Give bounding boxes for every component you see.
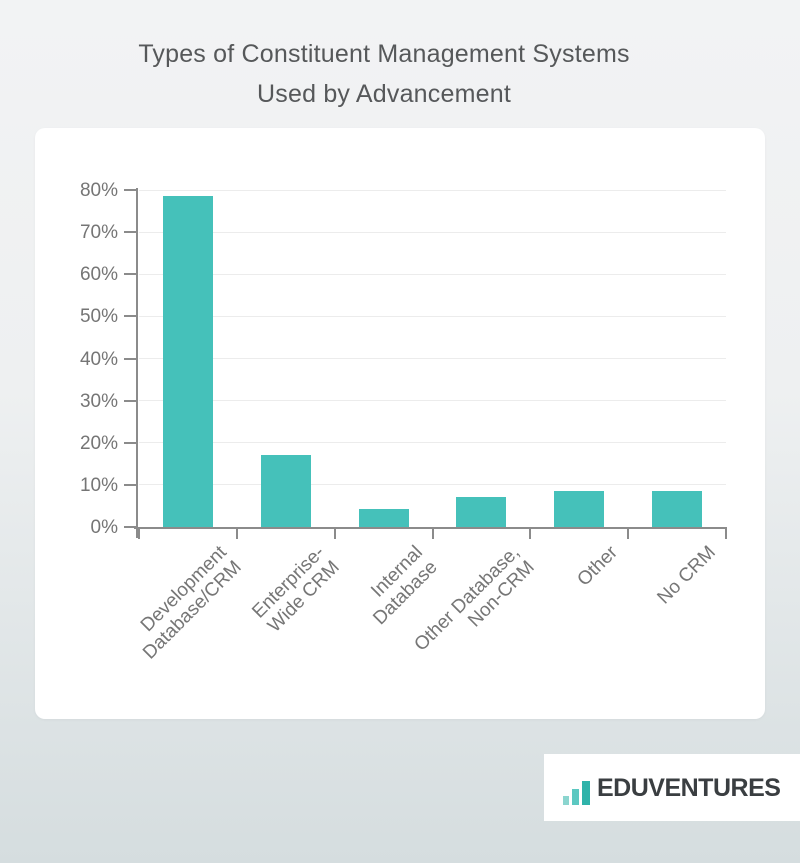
logo-bar-medium xyxy=(572,789,579,805)
eduventures-wordmark: EDUVENTURES xyxy=(597,774,781,802)
logo-bar-small xyxy=(563,796,569,805)
chart-card xyxy=(35,128,765,719)
chart-title-line2: Used by Advancement xyxy=(257,80,511,108)
chart-title: Types of Constituent Management Systems … xyxy=(0,34,768,114)
eduventures-logo-card: EDUVENTURES xyxy=(544,754,800,821)
chart-title-line1: Types of Constituent Management Systems xyxy=(138,40,630,68)
logo-bar-tall xyxy=(582,781,590,805)
bar-chart-logo-icon xyxy=(563,781,593,805)
